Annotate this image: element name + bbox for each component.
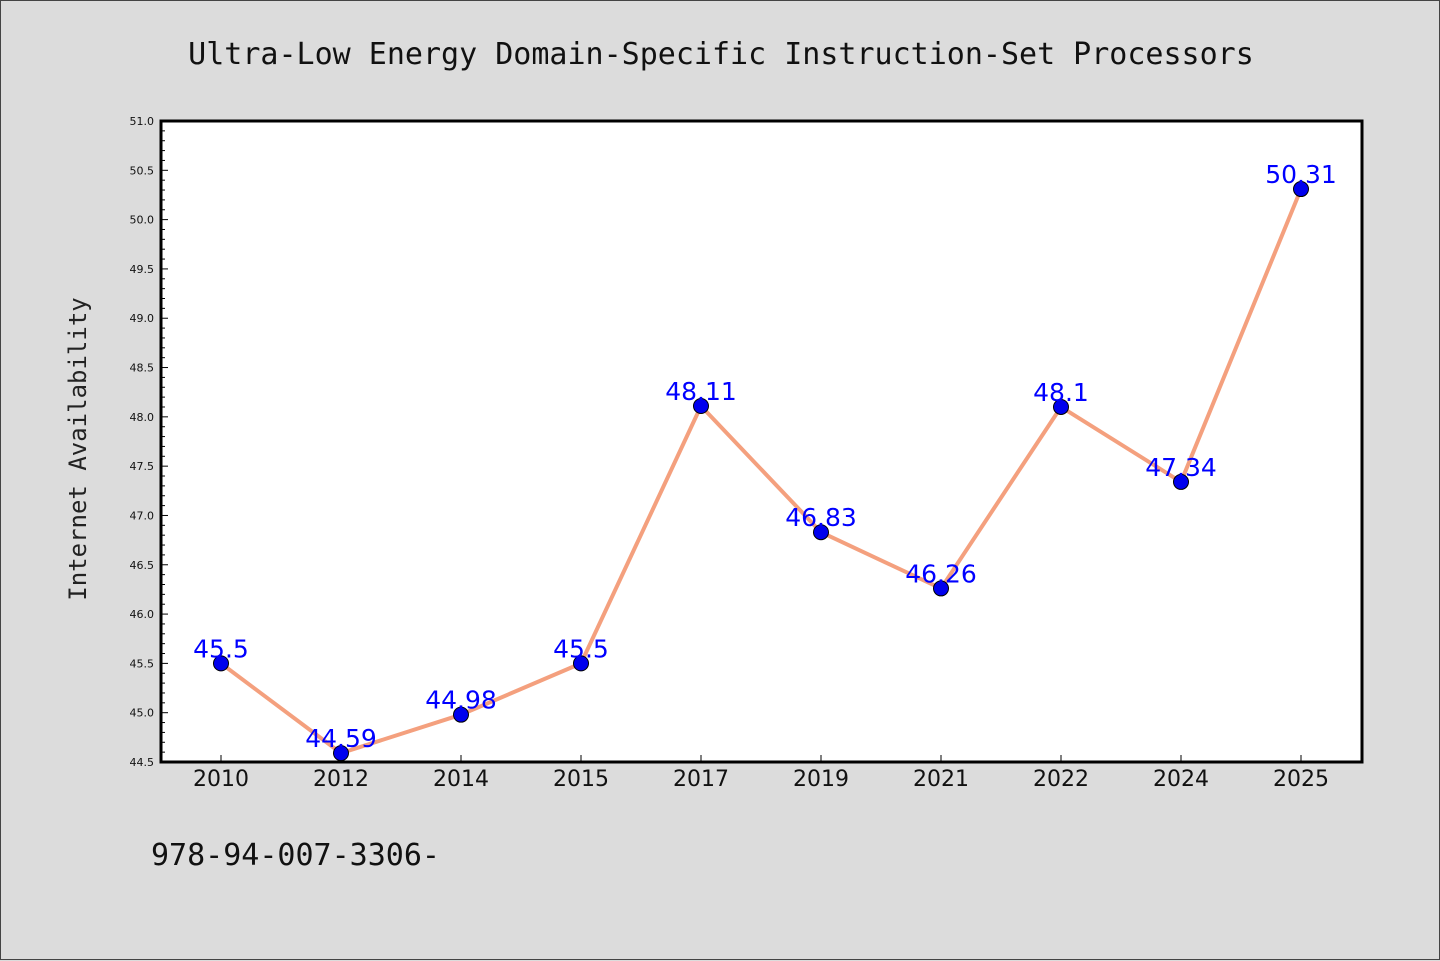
data-label: 46.26 [905, 559, 977, 588]
data-point [933, 580, 949, 597]
data-label-group: 45.5 44.59 44.98 45.5 48.11 46.83 46.26 48.1 47.… [193, 160, 1337, 753]
y-tick-label: 50.0 [130, 214, 155, 227]
y-axis: 44.5 45.0 45.5 46.0 46.5 47.0 47.5 48.0 48.5 49.0… [130, 115, 168, 769]
x-tick-label: 2021 [913, 767, 969, 792]
data-point [213, 655, 229, 672]
x-tick-label: 2015 [553, 767, 609, 792]
x-tick-label: 2014 [433, 767, 489, 792]
plot-area [159, 119, 1364, 764]
y-tick-label: 50.5 [130, 164, 155, 177]
footnote: 978-94-007-3306- [151, 838, 440, 873]
data-point [693, 397, 709, 414]
y-tick-label: 49.5 [130, 263, 155, 276]
data-label: 48.11 [665, 377, 737, 406]
y-axis-label: Internet Availability [64, 297, 92, 600]
y-tick-label: 48.5 [130, 362, 155, 375]
data-point [1053, 398, 1069, 415]
y-tick-label: 45.5 [130, 657, 155, 670]
y-tick-label: 44.5 [130, 756, 155, 769]
y-tick-label: 47.5 [130, 460, 155, 473]
x-tick-label: 2025 [1273, 767, 1329, 792]
x-tick-label: 2024 [1153, 767, 1209, 792]
data-label: 47.34 [1145, 453, 1217, 482]
series-line-group [219, 187, 1303, 756]
data-point [1293, 181, 1309, 198]
data-point [453, 706, 469, 723]
y-tick-label: 47.0 [130, 509, 155, 522]
data-label: 48.1 [1033, 378, 1089, 407]
chart-title: Ultra-Low Energy Domain-Specific Instruc… [188, 37, 1254, 72]
y-tick-label: 46.5 [130, 559, 155, 572]
data-point [1173, 473, 1189, 490]
data-label: 45.5 [553, 634, 609, 663]
y-tick-label: 51.0 [130, 115, 155, 128]
x-tick-label: 2022 [1033, 767, 1089, 792]
y-tick-label: 49.0 [130, 312, 155, 325]
data-point [813, 524, 829, 541]
data-label: 50.31 [1265, 160, 1337, 189]
data-point [333, 745, 349, 762]
y-tick-label: 46.0 [130, 608, 155, 621]
series-line [219, 187, 1303, 756]
y-tick-label: 48.0 [130, 411, 155, 424]
data-label: 46.83 [785, 503, 857, 532]
x-tick-label: 2019 [793, 767, 849, 792]
y-tick-label: 45.0 [130, 707, 155, 720]
x-tick-label: 2017 [673, 767, 729, 792]
marker-group [213, 181, 1309, 762]
x-tick-label: 2012 [313, 767, 369, 792]
data-label: 44.59 [305, 724, 377, 753]
x-tick-label: 2010 [193, 767, 249, 792]
data-label: 45.5 [193, 634, 249, 663]
x-axis: 2010 2012 2014 2015 2017 2019 2021 2022 2024 2025 [193, 755, 1329, 792]
data-point [573, 655, 589, 672]
data-label: 44.98 [425, 686, 497, 715]
